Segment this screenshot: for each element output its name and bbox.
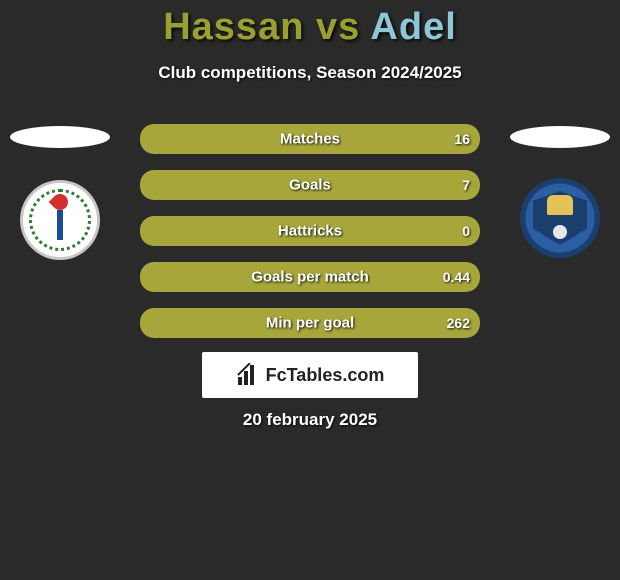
stat-label: Hattricks — [278, 223, 342, 240]
stat-value-right: 0 — [462, 223, 470, 239]
stat-value-right: 0.44 — [443, 269, 470, 285]
stat-label: Matches — [280, 131, 340, 148]
stat-value-right: 7 — [462, 177, 470, 193]
player2-name: Adel — [370, 6, 456, 48]
stat-bar: Hattricks 0 — [140, 216, 480, 246]
bars-icon — [236, 363, 260, 387]
stat-bar: Goals per match 0.44 — [140, 262, 480, 292]
stat-bar: Matches 16 — [140, 124, 480, 154]
stat-label: Goals per match — [251, 269, 369, 286]
date-text: 20 february 2025 — [243, 410, 377, 430]
brand-box[interactable]: FcTables.com — [202, 352, 418, 398]
torch-icon — [53, 200, 67, 240]
stat-bar: Min per goal 262 — [140, 308, 480, 338]
shield-icon — [533, 191, 587, 245]
player1-photo-placeholder — [10, 126, 110, 148]
brand-text: FcTables.com — [266, 365, 385, 386]
club-badge-right — [520, 178, 600, 258]
stat-label: Min per goal — [266, 315, 354, 332]
player1-name: Hassan — [163, 6, 304, 48]
stat-value-right: 262 — [447, 315, 470, 331]
stat-label: Goals — [289, 177, 331, 194]
vs-text: vs — [316, 6, 360, 48]
player2-photo-placeholder — [510, 126, 610, 148]
stats-container: Matches 16 Goals 7 Hattricks 0 Goals per match… — [140, 124, 480, 354]
subtitle: Club competitions, Season 2024/2025 — [0, 63, 620, 83]
stat-bar: Goals 7 — [140, 170, 480, 200]
stat-value-right: 16 — [454, 131, 470, 147]
club-badge-left — [20, 180, 100, 260]
comparison-title: Hassan vs Adel — [0, 0, 620, 49]
